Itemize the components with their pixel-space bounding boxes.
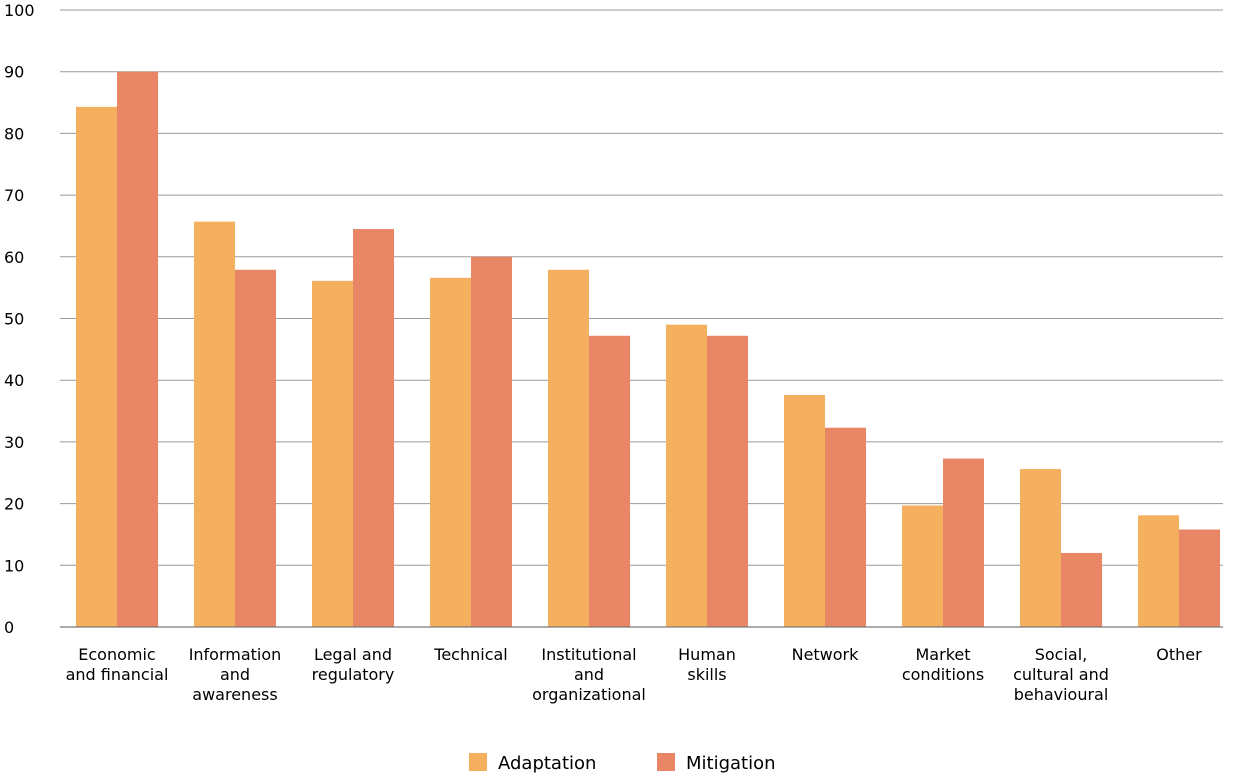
bar-mitigation-9 xyxy=(1179,529,1220,627)
category-label: Legal and regulatory xyxy=(312,645,395,684)
y-tick-label: 40 xyxy=(4,371,24,390)
category-label: Technical xyxy=(433,645,507,664)
y-tick-label: 50 xyxy=(4,310,24,329)
category-label: Human skills xyxy=(678,645,736,684)
category-label: Other xyxy=(1156,645,1202,664)
category-label: Social, cultural and behavioural xyxy=(1013,645,1109,704)
y-tick-label: 90 xyxy=(4,63,24,82)
category-label: Institutional and organizational xyxy=(532,645,646,704)
y-tick-label: 10 xyxy=(4,556,24,575)
bar-adaptation-2 xyxy=(312,280,353,627)
bar-adaptation-8 xyxy=(1020,469,1061,627)
bar-adaptation-1 xyxy=(194,221,235,628)
y-tick-label: 60 xyxy=(4,248,24,267)
mitigation-legend-label: Mitigation xyxy=(686,753,776,774)
legend: Adaptation Mitigation xyxy=(469,753,776,774)
bar-adaptation-4 xyxy=(548,269,589,627)
y-tick-label: 20 xyxy=(4,495,24,514)
category-label: Information and awareness xyxy=(189,645,282,704)
bar-adaptation-7 xyxy=(902,505,943,627)
bar-adaptation-3 xyxy=(430,277,471,627)
adaptation-legend-label: Adaptation xyxy=(498,753,596,774)
bar-adaptation-6 xyxy=(784,395,825,627)
bar-mitigation-6 xyxy=(825,427,866,627)
category-label: Economic and financial xyxy=(66,645,169,684)
bar-mitigation-7 xyxy=(943,458,984,627)
y-tick-label: 80 xyxy=(4,124,24,143)
bar-mitigation-2 xyxy=(353,229,394,627)
bar-mitigation-1 xyxy=(235,269,276,627)
category-label: Network xyxy=(792,645,860,664)
bar-mitigation-3 xyxy=(471,256,512,627)
bar-mitigation-0 xyxy=(117,71,158,627)
adaptation-legend-swatch xyxy=(469,753,487,771)
bar-mitigation-4 xyxy=(589,335,630,627)
bars xyxy=(76,71,1220,628)
bar-mitigation-8 xyxy=(1061,552,1102,627)
bar-mitigation-5 xyxy=(707,335,748,627)
bar-adaptation-9 xyxy=(1138,515,1179,627)
y-axis-ticks: 0 10 20 30 40 50 60 70 80 90 100 xyxy=(4,1,35,637)
category-labels: Economic and financial Information and aware… xyxy=(66,645,1203,704)
y-tick-label: 30 xyxy=(4,433,24,452)
y-tick-label: 0 xyxy=(4,618,14,637)
bar-adaptation-0 xyxy=(76,106,117,627)
mitigation-legend-swatch xyxy=(657,753,675,771)
y-tick-label: 100 xyxy=(4,1,35,20)
category-label: Market conditions xyxy=(902,645,984,684)
bar-adaptation-5 xyxy=(666,324,707,627)
y-tick-label: 70 xyxy=(4,186,24,205)
